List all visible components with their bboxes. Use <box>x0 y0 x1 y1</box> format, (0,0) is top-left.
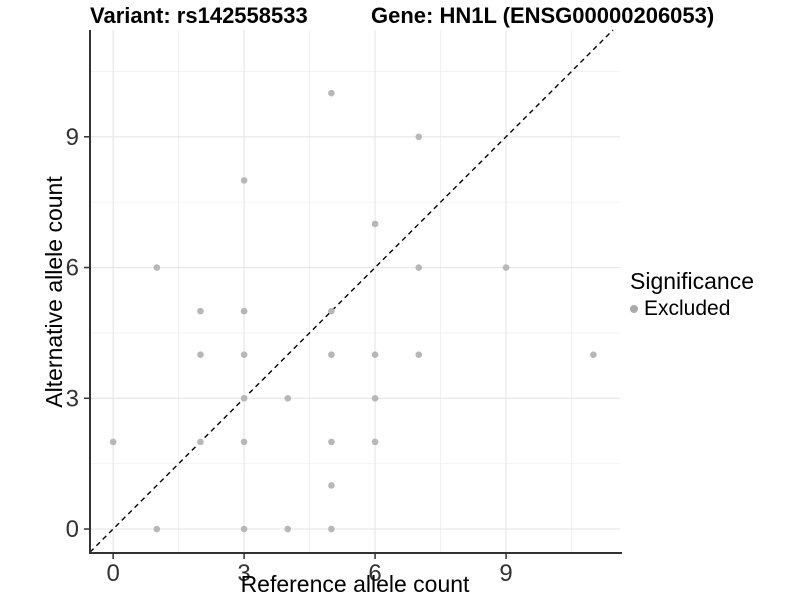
plot-title-gene: Gene: HN1L (ENSG00000206053) <box>371 3 715 28</box>
data-point <box>328 89 335 97</box>
data-point <box>240 525 248 533</box>
x-axis-label: Reference allele count <box>241 571 470 597</box>
data-point <box>197 351 204 358</box>
y-tick-label: 3 <box>66 385 79 412</box>
data-point <box>415 133 423 141</box>
data-point <box>502 264 510 271</box>
data-point <box>328 351 335 358</box>
y-tick-label: 9 <box>66 124 79 151</box>
data-point <box>371 438 379 446</box>
data-point <box>240 394 248 402</box>
data-point <box>328 307 335 315</box>
x-tick-label: 6 <box>368 560 381 587</box>
data-point <box>371 394 379 402</box>
data-points <box>109 89 597 533</box>
x-tick-label: 3 <box>237 560 250 587</box>
data-point <box>284 525 292 533</box>
data-point <box>197 438 204 446</box>
minor-gridlines <box>90 30 620 553</box>
data-point <box>371 220 379 228</box>
axis-ticks <box>84 136 507 559</box>
data-point <box>153 264 161 271</box>
y-tick-label: 6 <box>66 255 79 282</box>
legend: Significance Excluded <box>630 268 755 321</box>
legend-entry-label: Excluded <box>644 297 731 321</box>
data-point <box>590 351 597 358</box>
data-point <box>197 307 204 315</box>
identity-line <box>89 29 614 553</box>
x-tick-label: 9 <box>499 560 512 587</box>
data-point <box>371 351 379 358</box>
data-point <box>284 394 292 402</box>
data-point <box>109 438 117 446</box>
y-axis-label: Alternative allele count <box>41 176 67 408</box>
axis-tick-labels: 0 3 6 9 0 3 6 9 <box>66 124 513 587</box>
data-point <box>328 525 335 533</box>
data-point <box>240 351 248 358</box>
major-gridlines <box>90 30 620 553</box>
data-point <box>153 525 161 533</box>
axis-lines <box>89 30 622 554</box>
data-point <box>240 307 248 315</box>
data-point <box>328 438 335 446</box>
x-tick-label: 0 <box>106 560 119 587</box>
legend-title: Significance <box>630 268 755 294</box>
y-tick-label: 0 <box>66 516 79 543</box>
data-point <box>415 264 423 271</box>
data-point <box>240 177 248 184</box>
excluded-marker-icon <box>630 305 638 314</box>
legend-entry-excluded: Excluded <box>630 297 754 321</box>
data-point <box>415 351 423 358</box>
data-point <box>328 482 335 489</box>
data-point <box>240 438 248 446</box>
plot-title-variant: Variant: rs142558533 <box>90 3 308 28</box>
